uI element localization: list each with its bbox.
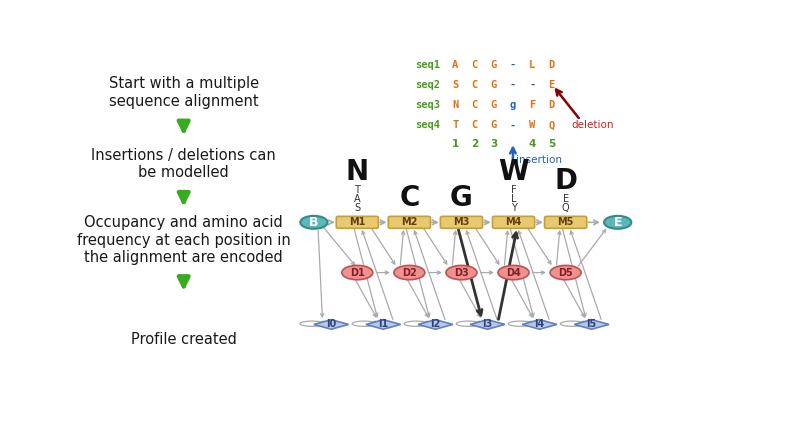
- Ellipse shape: [550, 265, 581, 280]
- Text: T: T: [354, 185, 360, 195]
- Text: N: N: [346, 158, 369, 186]
- Text: L: L: [529, 60, 535, 70]
- Text: C: C: [471, 120, 478, 131]
- Text: 2: 2: [471, 139, 478, 149]
- Text: Profile created: Profile created: [130, 331, 237, 346]
- Polygon shape: [418, 320, 453, 329]
- Text: F: F: [529, 100, 535, 110]
- Text: G: G: [450, 184, 473, 212]
- Text: 1: 1: [452, 139, 459, 149]
- Text: I3: I3: [482, 320, 493, 330]
- Text: M1: M1: [349, 217, 366, 227]
- Ellipse shape: [604, 216, 631, 229]
- Text: A: A: [452, 60, 458, 70]
- Text: D: D: [554, 167, 577, 195]
- Text: G: G: [490, 100, 497, 110]
- Text: D3: D3: [454, 268, 469, 277]
- Text: D1: D1: [350, 268, 365, 277]
- Text: W: W: [529, 120, 535, 131]
- Text: M4: M4: [506, 217, 522, 227]
- Text: I0: I0: [326, 320, 336, 330]
- Text: E: E: [548, 80, 554, 90]
- Text: seq4: seq4: [415, 120, 440, 131]
- Text: seq1: seq1: [415, 60, 440, 70]
- Polygon shape: [366, 320, 401, 329]
- Text: 4: 4: [529, 139, 536, 149]
- FancyBboxPatch shape: [493, 216, 534, 228]
- Ellipse shape: [498, 265, 529, 280]
- Text: A: A: [354, 194, 361, 204]
- Text: F: F: [510, 185, 516, 195]
- Polygon shape: [522, 320, 557, 329]
- Text: D: D: [548, 60, 554, 70]
- Ellipse shape: [300, 216, 327, 229]
- Text: C: C: [399, 184, 419, 212]
- Text: 5: 5: [548, 139, 555, 149]
- Ellipse shape: [342, 265, 373, 280]
- Text: S: S: [452, 80, 458, 90]
- Text: I1: I1: [378, 320, 389, 330]
- Text: D: D: [548, 100, 554, 110]
- Text: L: L: [510, 194, 516, 204]
- Polygon shape: [470, 320, 505, 329]
- Text: M2: M2: [401, 217, 418, 227]
- FancyBboxPatch shape: [440, 216, 482, 228]
- Text: Y: Y: [510, 203, 517, 213]
- Text: G: G: [490, 80, 497, 90]
- Polygon shape: [314, 320, 349, 329]
- Text: deletion: deletion: [572, 120, 614, 130]
- Text: -: -: [510, 120, 516, 131]
- Text: D5: D5: [558, 268, 573, 277]
- Text: C: C: [471, 100, 478, 110]
- Text: C: C: [471, 60, 478, 70]
- Text: G: G: [490, 120, 497, 131]
- Ellipse shape: [446, 265, 477, 280]
- Text: Start with a multiple
sequence alignment: Start with a multiple sequence alignment: [109, 77, 258, 109]
- Text: G: G: [490, 60, 497, 70]
- Text: E: E: [562, 194, 569, 204]
- Text: W: W: [498, 158, 529, 186]
- Text: D2: D2: [402, 268, 417, 277]
- Text: seq3: seq3: [415, 100, 440, 110]
- Text: Insertions / deletions can
be modelled: Insertions / deletions can be modelled: [91, 148, 276, 180]
- Text: D4: D4: [506, 268, 521, 277]
- Text: -: -: [510, 60, 516, 70]
- Text: -: -: [510, 80, 516, 90]
- Text: Occupancy and amino acid
frequency at each position in
the alignment are encoded: Occupancy and amino acid frequency at ea…: [77, 215, 290, 265]
- Polygon shape: [574, 320, 609, 329]
- Text: C: C: [471, 80, 478, 90]
- Text: 3: 3: [490, 139, 498, 149]
- Ellipse shape: [394, 265, 425, 280]
- Text: I5: I5: [586, 320, 597, 330]
- Text: E: E: [614, 216, 622, 229]
- Text: M3: M3: [454, 217, 470, 227]
- FancyBboxPatch shape: [388, 216, 430, 228]
- Text: I4: I4: [534, 320, 545, 330]
- Text: Q: Q: [562, 203, 570, 213]
- Text: insertion: insertion: [516, 155, 562, 165]
- Text: M5: M5: [558, 217, 574, 227]
- FancyBboxPatch shape: [545, 216, 586, 228]
- Text: I2: I2: [430, 320, 441, 330]
- Text: seq2: seq2: [415, 80, 440, 90]
- Text: T: T: [452, 120, 458, 131]
- Text: Q: Q: [548, 120, 554, 131]
- Text: -: -: [529, 80, 535, 90]
- Text: S: S: [354, 203, 360, 213]
- Text: g: g: [510, 100, 516, 110]
- Text: N: N: [452, 100, 458, 110]
- FancyBboxPatch shape: [336, 216, 378, 228]
- Text: B: B: [309, 216, 318, 229]
